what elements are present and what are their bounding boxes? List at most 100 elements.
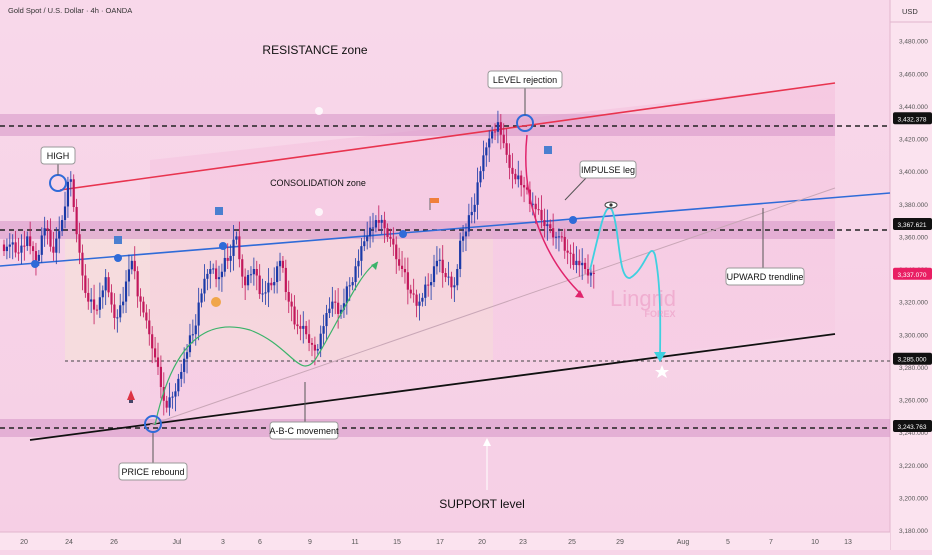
- y-axis-ticks: 3,480.000 3,460.000 3,440.000 3,420.000 3,40…: [899, 39, 928, 535]
- candle: [197, 287, 200, 341]
- time-scale[interactable]: [0, 532, 890, 550]
- price-tag[interactable]: 3,432.378: [893, 112, 932, 125]
- candle: [354, 258, 357, 291]
- price-tag[interactable]: 3,285.000: [893, 352, 932, 365]
- candle: [119, 293, 122, 323]
- x-tick-label: 3: [221, 539, 225, 546]
- price-tag[interactable]: 3,367.621: [893, 217, 932, 230]
- candle: [214, 260, 218, 288]
- candle: [142, 296, 145, 318]
- candle: [368, 216, 372, 248]
- flag-icon: [429, 198, 439, 210]
- candle: [98, 282, 101, 318]
- upward-trendline[interactable]: [149, 187, 836, 426]
- resistance-trendline[interactable]: [59, 82, 836, 191]
- candle: [276, 261, 279, 294]
- candle: [319, 325, 322, 358]
- candle: [229, 244, 232, 273]
- candle: [424, 276, 427, 306]
- candle: [209, 260, 212, 289]
- impulse-label: IMPULSE leg: [581, 165, 635, 175]
- candle: [185, 344, 189, 374]
- price-tag[interactable]: 3,337.070: [893, 267, 932, 280]
- candle: [34, 242, 38, 276]
- price-tag[interactable]: 3,243.763: [893, 419, 932, 432]
- candle: [453, 277, 456, 302]
- candle: [23, 230, 26, 261]
- candle: [148, 309, 151, 346]
- y-tick-label: 3,280.000: [899, 365, 928, 372]
- candle: [122, 286, 125, 314]
- candle: [546, 209, 549, 241]
- candle: [87, 278, 90, 310]
- y-tick-label: 3,400.000: [899, 169, 928, 176]
- candle: [20, 234, 23, 265]
- candle: [406, 257, 409, 305]
- candle: [517, 160, 520, 188]
- candle: [473, 193, 476, 224]
- x-tick-label: 9: [308, 539, 312, 546]
- candle: [334, 290, 337, 315]
- candle: [296, 309, 299, 335]
- candle: [583, 257, 587, 274]
- y-tick-label: 3,480.000: [899, 39, 928, 46]
- candle: [450, 271, 453, 299]
- candle: [14, 230, 17, 258]
- y-tick-label: 3,260.000: [899, 398, 928, 405]
- level-rejection-label: LEVEL rejection: [493, 75, 557, 85]
- candle: [383, 211, 386, 243]
- currency-label: USD: [902, 7, 918, 16]
- candle: [174, 383, 177, 412]
- y-tick-label: 3,460.000: [899, 71, 928, 78]
- y-tick-label: 3,360.000: [899, 234, 928, 241]
- svg-text:FOREX: FOREX: [644, 309, 675, 319]
- candle: [139, 288, 142, 317]
- candle: [40, 227, 43, 264]
- candle: [485, 142, 488, 167]
- candle: [171, 391, 174, 409]
- candle: [194, 314, 197, 346]
- symbol-title: Gold Spot / U.S. Dollar · 4h · OANDA: [8, 6, 132, 15]
- candle: [307, 319, 311, 352]
- x-tick-label: 25: [568, 539, 576, 546]
- consolidation-zone-title: CONSOLIDATION zone: [270, 178, 366, 188]
- eye-icon: [604, 201, 618, 209]
- candle: [26, 231, 29, 251]
- x-tick-label: 15: [393, 539, 401, 546]
- candle: [168, 382, 171, 416]
- price-tag-label: 3,367.621: [898, 222, 927, 229]
- abc-callout: A-B-C movement: [269, 382, 339, 440]
- support-trendline[interactable]: [29, 333, 836, 441]
- candle: [249, 266, 253, 284]
- candle: [537, 197, 540, 215]
- blue-trendline[interactable]: [0, 192, 891, 267]
- rebound-marker[interactable]: [144, 415, 162, 433]
- candle: [374, 215, 378, 233]
- impulse-arrow: [525, 134, 583, 296]
- x-tick-label: 6: [258, 539, 262, 546]
- candle: [511, 153, 514, 189]
- candle: [145, 304, 148, 329]
- candle: [557, 228, 561, 252]
- candle: [180, 363, 183, 387]
- candle: [554, 231, 558, 249]
- candle: [63, 191, 67, 229]
- candle: [461, 224, 465, 253]
- candle: [549, 219, 552, 234]
- candle: [345, 281, 348, 315]
- candle: [418, 293, 421, 321]
- candle: [267, 268, 270, 308]
- candle: [386, 223, 389, 242]
- touch-dot: [31, 260, 39, 268]
- candle: [191, 319, 194, 344]
- candle: [220, 263, 224, 292]
- candle: [299, 314, 302, 341]
- candle: [75, 198, 78, 243]
- candle: [560, 231, 563, 242]
- candle: [273, 267, 276, 294]
- candle: [305, 321, 308, 340]
- candle: [508, 143, 511, 180]
- candle: [226, 243, 229, 269]
- touch-dot: [219, 242, 227, 250]
